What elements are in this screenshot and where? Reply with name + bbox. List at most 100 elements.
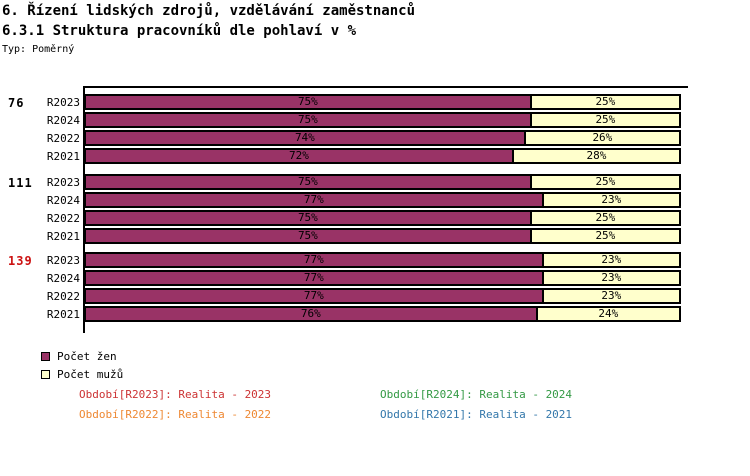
period-label: R2021 bbox=[46, 150, 80, 163]
men-percent-label: 23% bbox=[601, 289, 622, 302]
footnote-r2021: Období[R2021]: Realita - 2021 bbox=[380, 408, 573, 421]
women-segment: 75% bbox=[84, 174, 532, 190]
period-label: R2024 bbox=[46, 114, 80, 127]
men-segment: 23% bbox=[543, 252, 681, 268]
period-label: R2022 bbox=[46, 132, 80, 145]
women-segment: 77% bbox=[84, 288, 544, 304]
stacked-bar: 75% 25% bbox=[84, 210, 681, 226]
women-percent-label: 77% bbox=[303, 253, 324, 266]
group-total-label: 111 bbox=[8, 176, 33, 190]
legend-swatch-men bbox=[41, 369, 50, 379]
footnote-r2024: Období[R2024]: Realita - 2024 bbox=[380, 388, 573, 401]
stacked-bar: 77% 23% bbox=[84, 252, 681, 268]
bar-row: R2022 74% 26% bbox=[0, 129, 750, 147]
men-percent-label: 23% bbox=[601, 271, 622, 284]
chart-title: 6.3.1 Struktura pracovníků dle pohlaví v… bbox=[2, 23, 357, 39]
men-segment: 23% bbox=[543, 270, 681, 286]
women-percent-label: 77% bbox=[303, 193, 324, 206]
men-percent-label: 25% bbox=[595, 229, 616, 242]
group-total-label: 139 bbox=[8, 254, 33, 268]
women-percent-label: 76% bbox=[300, 307, 321, 320]
women-segment: 72% bbox=[84, 148, 514, 164]
legend: Počet žen Počet mužů bbox=[41, 347, 123, 383]
bar-row: R2023 75% 25% bbox=[0, 173, 750, 191]
period-label: R2022 bbox=[46, 212, 80, 225]
women-percent-label: 75% bbox=[297, 229, 318, 242]
period-label: R2024 bbox=[46, 194, 80, 207]
women-percent-label: 72% bbox=[288, 149, 309, 162]
stacked-bar: 74% 26% bbox=[84, 130, 681, 146]
women-segment: 74% bbox=[84, 130, 526, 146]
footnote-r2023: Období[R2023]: Realita - 2023 bbox=[79, 388, 272, 401]
bar-group: 111 R2023 75% 25% R2024 77% 23% R2022 75% 25% R202… bbox=[0, 173, 750, 245]
women-segment: 75% bbox=[84, 94, 532, 110]
legend-item-men: Počet mužů bbox=[41, 365, 123, 383]
men-segment: 25% bbox=[531, 94, 681, 110]
men-segment: 23% bbox=[543, 192, 681, 208]
footnote-r2022: Období[R2022]: Realita - 2022 bbox=[79, 408, 272, 421]
bar-row: R2023 75% 25% bbox=[0, 93, 750, 111]
men-percent-label: 23% bbox=[601, 193, 622, 206]
stacked-bar: 72% 28% bbox=[84, 148, 681, 164]
period-label: R2022 bbox=[46, 290, 80, 303]
women-percent-label: 75% bbox=[297, 211, 318, 224]
men-segment: 28% bbox=[513, 148, 681, 164]
men-percent-label: 24% bbox=[598, 307, 619, 320]
period-label: R2023 bbox=[46, 96, 80, 109]
men-percent-label: 23% bbox=[601, 253, 622, 266]
period-label: R2021 bbox=[46, 308, 80, 321]
bar-row: R2022 77% 23% bbox=[0, 287, 750, 305]
group-total-label: 76 bbox=[8, 96, 25, 110]
men-segment: 25% bbox=[531, 228, 681, 244]
men-segment: 25% bbox=[531, 112, 681, 128]
legend-label-women: Počet žen bbox=[57, 349, 117, 363]
period-label: R2023 bbox=[46, 176, 80, 189]
bar-row: R2024 77% 23% bbox=[0, 269, 750, 287]
stacked-bar: 76% 24% bbox=[84, 306, 681, 322]
period-label: R2021 bbox=[46, 230, 80, 243]
men-segment: 25% bbox=[531, 210, 681, 226]
period-label: R2023 bbox=[46, 254, 80, 267]
women-percent-label: 75% bbox=[297, 113, 318, 126]
bar-row: R2024 75% 25% bbox=[0, 111, 750, 129]
women-percent-label: 74% bbox=[294, 131, 315, 144]
women-percent-label: 75% bbox=[297, 175, 318, 188]
chart-type-label: Typ: Poměrný bbox=[2, 44, 75, 55]
axis-top-line bbox=[83, 86, 688, 88]
legend-swatch-women bbox=[41, 351, 50, 361]
bar-group: 139 R2023 77% 23% R2024 77% 23% R2022 77% 23% R202… bbox=[0, 251, 750, 323]
women-percent-label: 75% bbox=[297, 95, 318, 108]
men-segment: 26% bbox=[525, 130, 681, 146]
women-percent-label: 77% bbox=[303, 271, 324, 284]
stacked-bar: 75% 25% bbox=[84, 94, 681, 110]
bar-row: R2021 75% 25% bbox=[0, 227, 750, 245]
legend-label-men: Počet mužů bbox=[57, 367, 124, 381]
period-label: R2024 bbox=[46, 272, 80, 285]
women-segment: 75% bbox=[84, 112, 532, 128]
men-segment: 23% bbox=[543, 288, 681, 304]
legend-item-women: Počet žen bbox=[41, 347, 123, 365]
men-percent-label: 26% bbox=[592, 131, 613, 144]
men-percent-label: 25% bbox=[595, 95, 616, 108]
stacked-bar: 75% 25% bbox=[84, 228, 681, 244]
men-segment: 24% bbox=[537, 306, 681, 322]
bar-row: R2021 76% 24% bbox=[0, 305, 750, 323]
women-percent-label: 77% bbox=[303, 289, 324, 302]
period-footnotes: Období[R2023]: Realita - 2023 Období[R20… bbox=[79, 389, 572, 421]
women-segment: 77% bbox=[84, 192, 544, 208]
men-percent-label: 25% bbox=[595, 113, 616, 126]
women-segment: 76% bbox=[84, 306, 538, 322]
men-percent-label: 25% bbox=[595, 211, 616, 224]
axis-left-line bbox=[83, 86, 85, 333]
stacked-bar: 75% 25% bbox=[84, 112, 681, 128]
stacked-bar: 77% 23% bbox=[84, 192, 681, 208]
stacked-bar: 77% 23% bbox=[84, 270, 681, 286]
bar-row: R2021 72% 28% bbox=[0, 147, 750, 165]
stacked-bar: 77% 23% bbox=[84, 288, 681, 304]
women-segment: 77% bbox=[84, 270, 544, 286]
women-segment: 75% bbox=[84, 210, 532, 226]
men-percent-label: 28% bbox=[586, 149, 607, 162]
bar-row: R2023 77% 23% bbox=[0, 251, 750, 269]
bar-row: R2024 77% 23% bbox=[0, 191, 750, 209]
